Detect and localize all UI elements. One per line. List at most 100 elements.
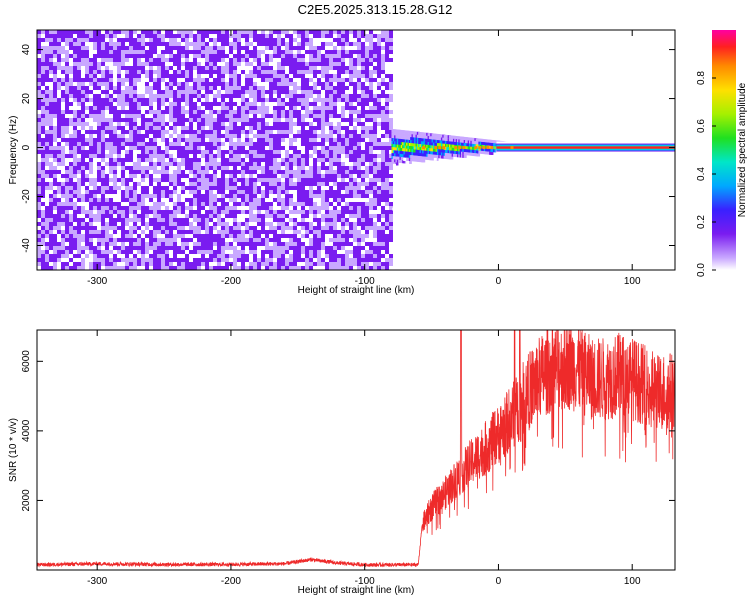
heatmap-cell [229,186,233,190]
heatmap-cell [49,210,53,214]
heatmap-cell [265,166,269,170]
heatmap-cell [213,230,217,234]
heatmap-cell [105,138,109,142]
heatmap-cell [341,86,345,90]
heatmap-cell [357,142,361,146]
heatmap-cell [173,58,177,62]
heatmap-cell [201,38,205,42]
heatmap-cell [365,46,369,50]
heatmap-cell [261,158,265,162]
heatmap-cell [97,258,101,262]
heatmap-cell [225,202,229,206]
heatmap-cell [237,258,241,262]
heatmap-cell [333,258,337,262]
heatmap-cell [353,262,357,266]
heatmap-cell [193,90,197,94]
heatmap-cell [341,46,345,50]
heatmap-cell [341,254,345,258]
heatmap-cell [309,82,313,86]
heatmap-cell [41,50,45,54]
heatmap-cell [121,78,125,82]
heatmap-cell [97,174,101,178]
heatmap-cell [281,266,285,270]
heatmap-cell [281,258,285,262]
heatmap-cell [301,110,305,114]
heatmap-cell [145,246,149,250]
heatmap-cell [173,230,177,234]
heatmap-cell [101,130,105,134]
heatmap-cell [137,138,141,142]
heatmap-cell [105,254,109,258]
heatmap-cell [293,106,297,110]
heatmap-cell [277,54,281,58]
heatmap-cell [365,42,369,46]
heatmap-cell [321,66,325,70]
heatmap-cell [273,94,277,98]
heatmap-cell [293,230,297,234]
heatmap-cell [293,178,297,182]
heatmap-cell [213,86,217,90]
heatmap-cell [253,214,257,218]
heatmap-cell [85,58,89,62]
heatmap-cell [185,118,189,122]
heatmap-cell [181,66,185,70]
heatmap-cell [337,118,341,122]
heatmap-cell [245,206,249,210]
heatmap-cell [133,246,137,250]
heatmap-cell [125,230,129,234]
heatmap-cell [281,178,285,182]
heatmap-cell [325,182,329,186]
heatmap-cell [313,54,317,58]
heatmap-cell [121,118,125,122]
heatmap-cell [281,170,285,174]
heatmap-cell [77,258,81,262]
heatmap-cell [201,258,205,262]
heatmap-cell [365,150,369,154]
heatmap-cell [257,130,261,134]
heatmap-cell [197,114,201,118]
heatmap-cell [157,214,161,218]
heatmap-cell [189,178,193,182]
heatmap-cell [209,230,213,234]
heatmap-cell [169,226,173,230]
heatmap-cell [117,66,121,70]
heatmap-cell [329,54,333,58]
heatmap-cell [281,238,285,242]
heatmap-cell [341,70,345,74]
heatmap-cell [325,118,329,122]
heatmap-cell [261,102,265,106]
heatmap-cell [237,174,241,178]
heatmap-cell [77,30,81,34]
heatmap-cell [49,46,53,50]
heatmap-cell [285,170,289,174]
heatmap-cell [325,66,329,70]
heatmap-cell [141,38,145,42]
heatmap-cell [333,90,337,94]
heatmap-cell [45,50,49,54]
heatmap-cell [277,194,281,198]
heatmap-cell [257,154,261,158]
heatmap-cell [237,210,241,214]
heatmap-cell [149,210,153,214]
heatmap-cell [329,74,333,78]
heatmap-cell [353,138,357,142]
heatmap-cell [337,98,341,102]
heatmap-cell [37,106,41,110]
heatmap-cell [249,78,253,82]
heatmap-cell [269,98,273,102]
heatmap-cell [353,242,357,246]
heatmap-cell [113,30,117,34]
heatmap-cell [237,170,241,174]
heatmap-cell [205,118,209,122]
heatmap-cell [365,218,369,222]
heatmap-cell [301,218,305,222]
heatmap-cell [241,142,245,146]
heatmap-cell [97,122,101,126]
heatmap-cell [105,42,109,46]
heatmap-cell [257,70,261,74]
heatmap-cell [133,54,137,58]
heatmap-cell [117,90,121,94]
heatmap-cell [145,122,149,126]
heatmap-cell [37,42,41,46]
heatmap-cell [181,46,185,50]
